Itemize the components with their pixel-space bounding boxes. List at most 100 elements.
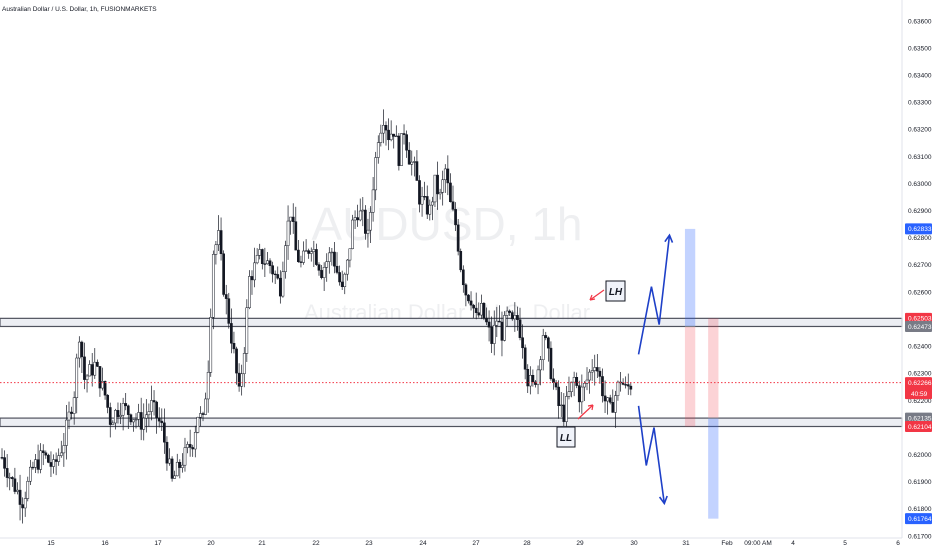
candle-body xyxy=(588,371,591,381)
candle-body xyxy=(98,366,102,389)
candle-body xyxy=(124,403,128,407)
candle-body xyxy=(358,210,362,221)
candle-body xyxy=(245,307,249,354)
candle-body xyxy=(428,204,432,215)
candle-body xyxy=(214,244,218,255)
candle-body xyxy=(299,261,303,263)
candle-body xyxy=(379,132,383,143)
candle-body xyxy=(397,135,401,166)
candle-body xyxy=(248,276,251,309)
watermark-symbol: AUDUSD, 1h xyxy=(312,198,583,250)
x-tick-label: 5 xyxy=(843,540,847,547)
x-tick-label: 22 xyxy=(312,540,320,547)
candle-body xyxy=(513,315,517,320)
candle-body xyxy=(39,450,43,470)
y-tick-label: 0.62300 xyxy=(908,371,932,378)
candle-body xyxy=(59,452,63,456)
y-tick-label: 0.63500 xyxy=(908,45,932,52)
candle-body xyxy=(528,374,532,387)
y-tick-label: 0.62000 xyxy=(908,452,932,459)
candle-body xyxy=(433,174,437,203)
candle-body xyxy=(134,418,138,421)
candle-body xyxy=(580,386,584,403)
y-tick-label: 0.61900 xyxy=(908,479,932,486)
candle-body xyxy=(333,251,336,267)
candle-body xyxy=(479,302,483,316)
candle-body xyxy=(88,364,91,377)
candle-body xyxy=(482,302,486,319)
candle-body xyxy=(469,300,473,306)
x-tick-label: Feb xyxy=(721,540,733,547)
candle-body xyxy=(152,400,156,403)
candle-body xyxy=(387,129,390,141)
countdown-label: 40:59 xyxy=(911,391,928,398)
candle-body xyxy=(260,249,264,264)
candle-body xyxy=(562,404,566,422)
candle-body xyxy=(603,395,607,402)
candle-body xyxy=(13,478,17,492)
candle-body xyxy=(438,191,442,195)
candle-body xyxy=(598,370,602,377)
candle-body xyxy=(52,459,55,467)
candle-body xyxy=(472,304,475,309)
candle-body xyxy=(129,414,133,423)
candle-body xyxy=(369,212,372,231)
candle-body xyxy=(304,250,308,252)
target-box xyxy=(684,228,696,327)
candle-body xyxy=(456,224,460,252)
candle-body xyxy=(65,419,68,446)
x-tick-label: 24 xyxy=(419,540,427,547)
candle-body xyxy=(420,196,424,205)
candle-body xyxy=(554,382,558,388)
candle-body xyxy=(291,216,295,222)
candle-body xyxy=(44,452,48,456)
candle-body xyxy=(526,368,530,387)
candle-body xyxy=(443,168,447,181)
candle-body xyxy=(459,251,463,271)
price-zones xyxy=(0,317,903,428)
candle-body xyxy=(57,455,61,462)
candle-body xyxy=(62,445,66,454)
candle-body xyxy=(575,377,579,386)
candle-body xyxy=(608,397,612,403)
candle-body xyxy=(183,447,187,466)
candle-body xyxy=(400,133,403,166)
candle-body xyxy=(155,401,158,419)
price-badge-label: 0.62266 xyxy=(908,380,932,387)
arrow-head-icon xyxy=(664,233,674,243)
candle-body xyxy=(536,369,540,385)
stop-box xyxy=(684,326,696,427)
projection xyxy=(637,228,719,519)
candle-body xyxy=(487,321,491,328)
candle-body xyxy=(557,386,561,406)
candle-body xyxy=(505,310,509,316)
ll-arrow xyxy=(577,404,594,420)
candle-body xyxy=(191,447,195,450)
price-badge-label: 0.62135 xyxy=(908,415,932,422)
price-badge xyxy=(905,420,932,432)
candle-body xyxy=(175,461,179,477)
candle-body xyxy=(178,461,182,468)
candle-body xyxy=(410,161,414,165)
candle-body xyxy=(93,361,97,376)
candle-body xyxy=(137,412,140,420)
candle-body xyxy=(516,315,519,320)
candle-body xyxy=(570,381,573,392)
candle-body xyxy=(567,391,571,397)
candle-body xyxy=(376,142,380,158)
candle-body xyxy=(108,407,112,425)
candle-body xyxy=(281,271,285,297)
candle-body xyxy=(188,444,192,448)
price-badge-label: 0.62473 xyxy=(908,324,932,331)
x-tick-label: 15 xyxy=(47,540,55,547)
candle-body xyxy=(590,370,594,373)
candle-body xyxy=(495,320,499,326)
candle-body xyxy=(616,381,620,396)
candle-body xyxy=(446,168,450,184)
candle-body xyxy=(441,179,445,193)
candle-body xyxy=(266,260,269,265)
candle-body xyxy=(374,157,378,191)
candle-body xyxy=(544,335,548,339)
candle-body xyxy=(317,264,321,271)
